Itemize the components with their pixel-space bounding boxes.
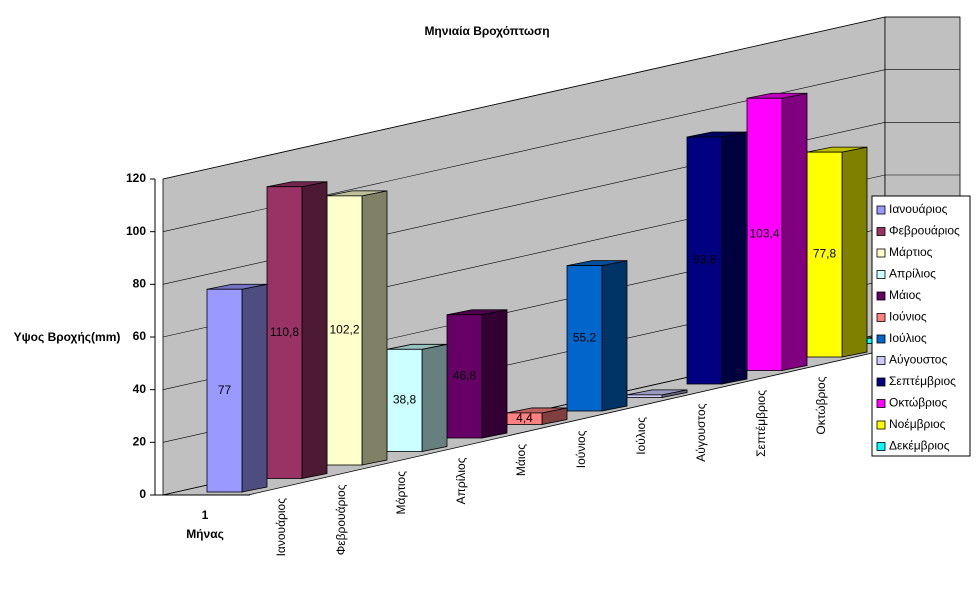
value-label: 102,2	[329, 323, 359, 337]
bar	[206, 288, 243, 493]
legend-label: Φεβρουάριος	[889, 224, 960, 238]
grid-line	[162, 69, 960, 232]
y-tick-label: 40	[133, 382, 147, 396]
legend-label: Ιούλιος	[889, 331, 927, 345]
value-label: 93,8	[693, 253, 717, 267]
legend-label: Οκτώβριος	[889, 396, 947, 410]
y-tick-label: 100	[126, 224, 146, 238]
bar	[686, 136, 723, 385]
y-tick-label: 80	[133, 277, 147, 291]
depth-tick-label: Ιούνιος	[574, 430, 588, 468]
value-label: 55,2	[573, 330, 597, 344]
bar-side	[361, 190, 388, 466]
grid-line	[162, 174, 960, 338]
bar-side	[601, 260, 628, 412]
legend-swatch	[876, 205, 886, 215]
bar-side	[301, 181, 328, 479]
legend-swatch	[876, 420, 886, 430]
legend-swatch	[876, 313, 886, 322]
depth-tick-label: Μάρτιος	[394, 471, 408, 515]
bar-side	[781, 92, 808, 371]
value-label: 4,4	[516, 411, 533, 425]
y-axis-label: Υψος Βροχής(mm)	[14, 330, 121, 344]
bar	[386, 348, 423, 452]
legend-label: Δεκέμβριος	[889, 439, 950, 453]
value-label: 110,8	[270, 325, 299, 339]
x-axis-label: Μήνας	[186, 527, 224, 541]
depth-tick-label: Σεπτέμβριος	[754, 390, 768, 457]
legend-swatch	[876, 442, 886, 451]
bar-side	[241, 283, 268, 493]
legend-swatch	[876, 356, 886, 365]
depth-tick-label: Οκτώβριος	[814, 376, 828, 434]
value-label: 38,8	[393, 393, 417, 407]
bar-side	[421, 343, 448, 452]
bar-side	[841, 146, 868, 358]
legend-label: Αύγουστος	[889, 353, 947, 367]
legend-swatch	[876, 334, 886, 344]
depth-tick-label: Φεβρουάριος	[334, 484, 348, 555]
value-label: 103,4	[749, 227, 779, 241]
y-tick-label: 20	[133, 435, 147, 449]
y-tick-label: 60	[133, 329, 147, 343]
legend-box	[871, 195, 971, 457]
bar	[266, 186, 303, 479]
legend-swatch	[876, 291, 886, 301]
legend-swatch	[876, 248, 886, 258]
chart-title: Μηνιαία Βροχόπτωση	[424, 24, 549, 38]
depth-tick-label: Ιούλιος	[634, 417, 648, 455]
value-label: 77,8	[813, 247, 837, 261]
depth-tick-label: Αύγουστος	[694, 403, 708, 461]
category-label: 1	[202, 508, 209, 522]
legend-label: Σεπτέμβριος	[889, 374, 956, 388]
legend-label: Ιούνιος	[889, 310, 927, 324]
grid-line	[162, 122, 960, 285]
bar	[626, 394, 663, 398]
depth-tick-label: Μάιος	[514, 444, 528, 476]
legend-label: Ιανουάριος	[889, 202, 948, 216]
legend-swatch	[876, 377, 886, 387]
legend-label: Μάιος	[889, 288, 921, 302]
depth-tick-label: Ιανουάριος	[274, 498, 288, 557]
value-label: 77	[218, 383, 232, 397]
bar-side	[721, 131, 748, 385]
legend-label: Νοέμβριος	[889, 417, 946, 431]
bar	[446, 314, 483, 439]
grid-line	[162, 16, 960, 180]
value-label: 46,8	[453, 369, 477, 383]
legend-swatch	[876, 270, 886, 279]
bar	[326, 195, 363, 466]
legend-swatch	[876, 227, 886, 236]
y-tick-label: 0	[139, 487, 146, 501]
bar	[566, 265, 603, 412]
bar-side	[481, 309, 508, 439]
legend-label: Μάρτιος	[889, 245, 933, 259]
legend-label: Απρίλιος	[889, 267, 936, 281]
y-tick-label: 120	[126, 171, 146, 185]
legend-swatch	[876, 399, 886, 408]
depth-tick-label: Απρίλιος	[454, 457, 468, 504]
bar	[746, 97, 783, 371]
